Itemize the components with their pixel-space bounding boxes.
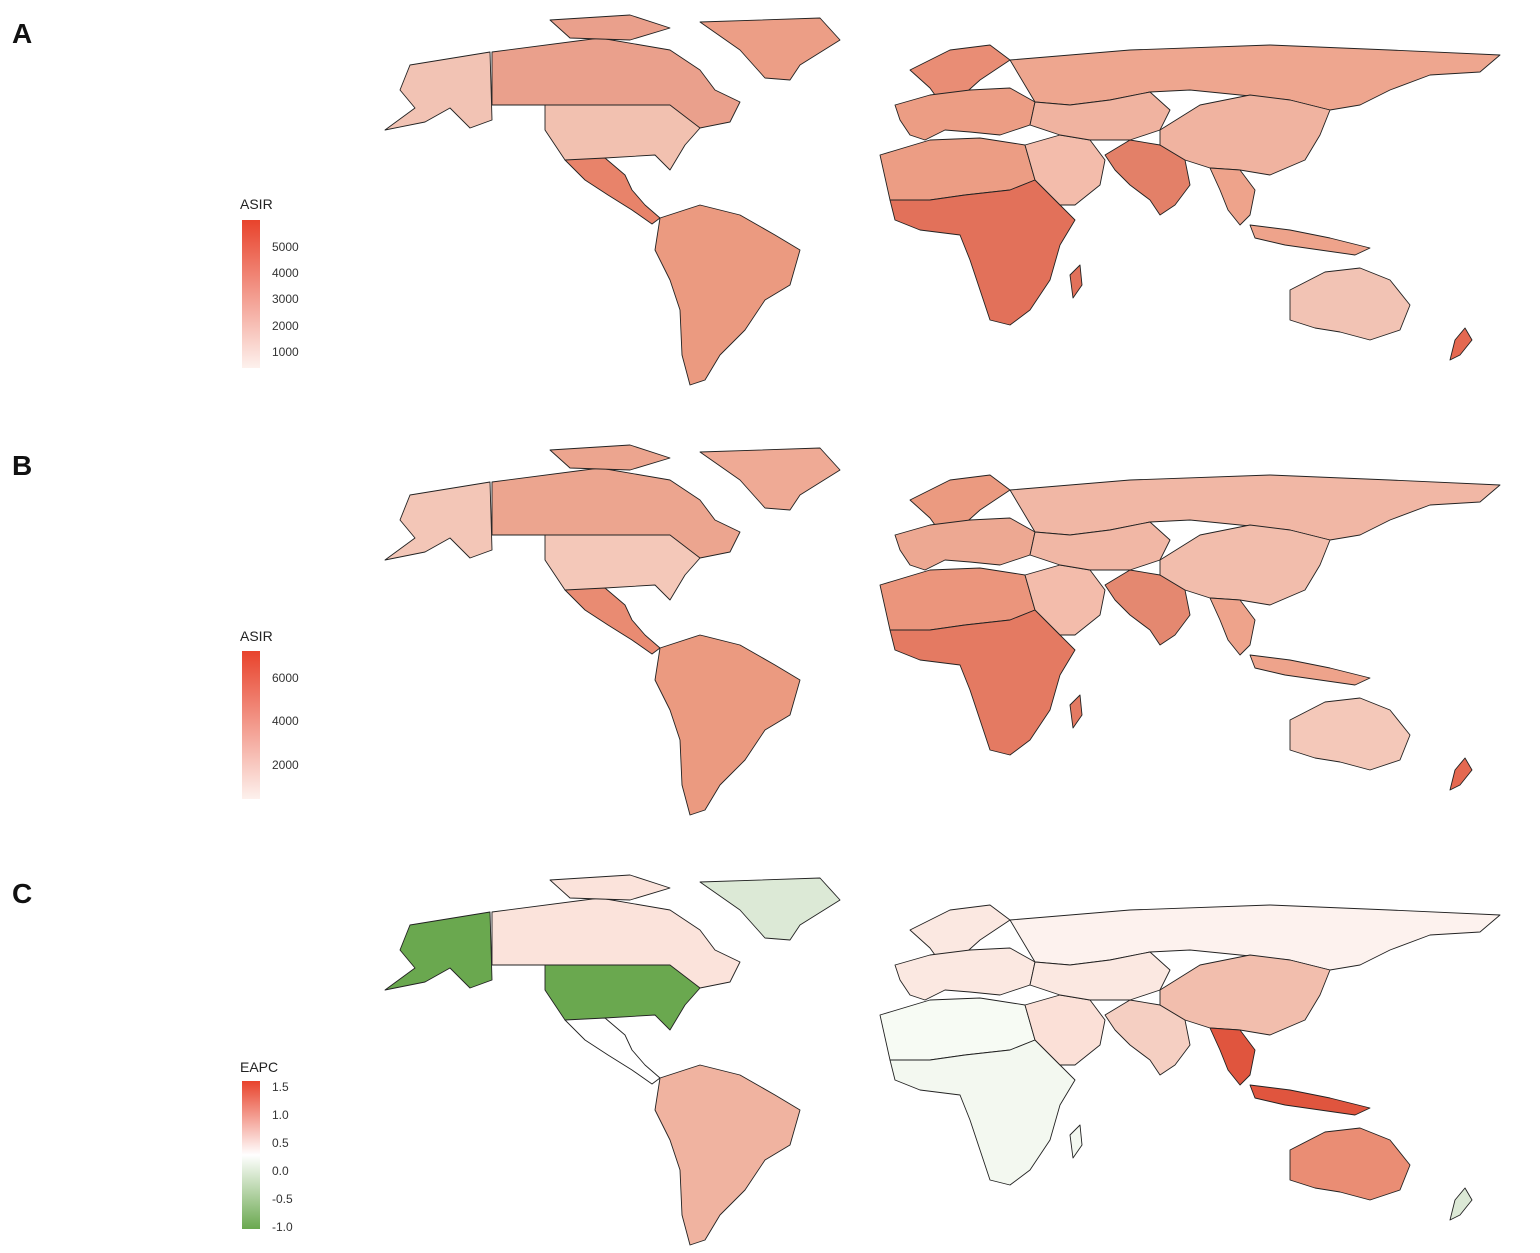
region-south-america — [654, 1064, 801, 1246]
region-europe — [894, 947, 1036, 1001]
region-southeast-asia — [1209, 597, 1256, 656]
region-south-asia — [1104, 139, 1191, 216]
region-southeast-asia — [1249, 1084, 1371, 1116]
region-south-asia — [1104, 999, 1191, 1076]
legend-tick-c-0.5: 0.5 — [272, 1136, 289, 1150]
world-map-b — [384, 444, 1501, 816]
legend-tick-a-3000: 3000 — [272, 292, 299, 306]
region-south-america — [654, 634, 801, 816]
region-china — [1159, 94, 1331, 176]
region-mexico-central — [564, 1017, 661, 1085]
region-iceland-scandinavia — [909, 904, 1011, 963]
region-greenland — [699, 447, 841, 511]
panel-label-a: A — [12, 18, 33, 49]
region-china — [1159, 954, 1331, 1036]
legend-tick-b-4000: 4000 — [272, 714, 299, 728]
legend-tick-c-0.0: 0.0 — [272, 1164, 289, 1178]
region-south-america — [654, 204, 801, 386]
legend-tick-c-1.5: 1.5 — [272, 1080, 289, 1094]
region-europe — [894, 517, 1036, 571]
legend-tick-c-neg0.5: -0.5 — [272, 1192, 293, 1206]
panel-label-c: C — [12, 878, 33, 909]
legend-tick-a-5000: 5000 — [272, 240, 299, 254]
region-australia — [1289, 697, 1411, 771]
region-sub-saharan-africa — [889, 1039, 1076, 1186]
legend-tick-c-neg1.0: -1.0 — [272, 1220, 293, 1234]
region-australia — [1289, 1127, 1411, 1201]
legend-tick-a-1000: 1000 — [272, 345, 299, 359]
legend-title-a: ASIR — [240, 196, 273, 212]
region-usa — [544, 534, 701, 603]
region-southeast-asia — [1209, 167, 1256, 226]
region-europe — [894, 87, 1036, 141]
region-sub-saharan-africa — [889, 609, 1076, 756]
world-map-a — [384, 14, 1501, 386]
legend-colorbar-b — [242, 651, 260, 799]
legend-tick-b-2000: 2000 — [272, 758, 299, 772]
legend-tick-a-4000: 4000 — [272, 266, 299, 280]
region-southeast-asia — [1249, 224, 1371, 256]
region-greenland — [699, 17, 841, 81]
region-southeast-asia — [1209, 1027, 1256, 1086]
region-new-zealand — [1449, 1187, 1473, 1221]
region-mexico-central — [564, 157, 661, 225]
region-north-america-north — [549, 14, 671, 41]
region-usa — [544, 104, 701, 173]
legend-tick-a-2000: 2000 — [272, 319, 299, 333]
legend-tick-b-6000: 6000 — [272, 671, 299, 685]
region-north-america-north — [549, 874, 671, 901]
legend-title-b: ASIR — [240, 628, 273, 644]
region-usa — [544, 964, 701, 1033]
legend-title-c: EAPC — [240, 1059, 279, 1075]
region-new-zealand — [1449, 757, 1473, 791]
region-new-zealand — [1449, 327, 1473, 361]
region-australia — [1289, 267, 1411, 341]
region-iceland-scandinavia — [909, 474, 1011, 533]
legend-colorbar-c — [242, 1081, 260, 1229]
panel-label-b: B — [12, 450, 33, 481]
region-north-america-north — [549, 444, 671, 471]
region-sub-saharan-africa — [1069, 264, 1083, 299]
region-china — [1159, 524, 1331, 606]
region-southeast-asia — [1249, 654, 1371, 686]
region-iceland-scandinavia — [909, 44, 1011, 103]
legend-colorbar-a — [242, 220, 260, 368]
legend-tick-c-1.0: 1.0 — [272, 1108, 289, 1122]
region-alaska — [384, 51, 493, 131]
region-sub-saharan-africa — [1069, 1124, 1083, 1159]
region-alaska — [384, 911, 493, 991]
world-map-c — [384, 874, 1501, 1246]
region-alaska — [384, 481, 493, 561]
region-sub-saharan-africa — [1069, 694, 1083, 729]
region-sub-saharan-africa — [889, 179, 1076, 326]
region-greenland — [699, 877, 841, 941]
region-south-asia — [1104, 569, 1191, 646]
region-mexico-central — [564, 587, 661, 655]
